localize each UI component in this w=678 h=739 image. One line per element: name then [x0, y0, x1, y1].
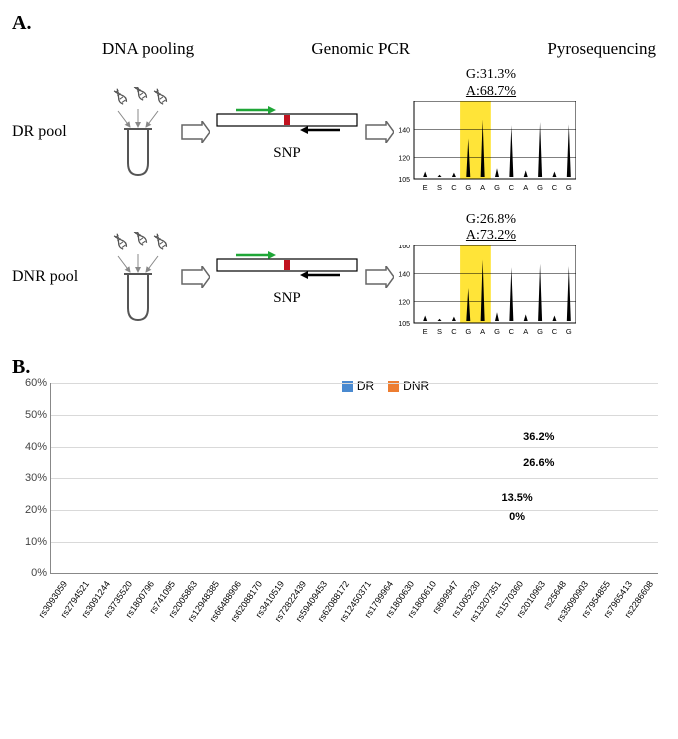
plot-area: 0%13.5%26.6%36.2% 0%10%20%30%40%50%60% [50, 383, 658, 574]
svg-text:A: A [523, 183, 528, 192]
svg-text:C: C [509, 183, 515, 192]
svg-text:A: A [480, 327, 485, 336]
svg-text:S: S [437, 327, 442, 336]
svg-text:105: 105 [398, 177, 410, 184]
chart-annotation: 26.6% [523, 457, 554, 469]
pcr-diagram: SNP [212, 247, 362, 307]
svg-text:105: 105 [398, 321, 410, 328]
panel-a-headers: DNA pooling Genomic PCR Pyrosequencing [102, 39, 656, 59]
header-pcr: Genomic PCR [311, 39, 410, 59]
svg-text:G: G [537, 327, 543, 336]
grid-line [51, 415, 658, 416]
svg-text:140: 140 [398, 272, 410, 279]
y-tick-label: 0% [31, 567, 51, 579]
svg-text:S: S [437, 183, 442, 192]
svg-text:C: C [509, 327, 515, 336]
svg-text:C: C [451, 183, 457, 192]
svg-text:E: E [423, 183, 428, 192]
svg-text:G: G [465, 327, 471, 336]
pool-label: DR pool [12, 123, 98, 141]
y-tick-label: 30% [25, 472, 51, 484]
chart-annotation: 36.2% [523, 431, 554, 443]
chart-annotation: 13.5% [501, 492, 532, 504]
pcr-diagram: SNP [212, 102, 362, 162]
svg-text:G: G [566, 183, 572, 192]
y-tick-label: 40% [25, 441, 51, 453]
svg-text:120: 120 [398, 155, 410, 162]
grid-line [51, 478, 658, 479]
grid-line [51, 542, 658, 543]
arrow-icon [362, 266, 396, 288]
y-tick-label: 20% [25, 504, 51, 516]
svg-text:G: G [465, 183, 471, 192]
x-tick-label: rs2286608 [636, 573, 658, 643]
pyro-a-text: A:68.7% [396, 84, 586, 101]
svg-text:C: C [451, 327, 457, 336]
grid-line [51, 383, 658, 384]
bar-chart: DRDNR 0%13.5%26.6%36.2% 0%10%20%30%40%50… [50, 383, 658, 643]
panel-b-label: B. [12, 356, 666, 379]
chart-annotation: 0% [509, 511, 525, 523]
pyrogram: G:31.3% A:68.7% 105120140ESCGAGCAGCG [396, 67, 586, 198]
arrow-icon [178, 266, 212, 288]
dna-tube-icon [98, 232, 178, 322]
svg-text:A: A [480, 183, 485, 192]
svg-text:G: G [566, 327, 572, 336]
svg-text:C: C [552, 327, 558, 336]
svg-text:120: 120 [398, 300, 410, 307]
svg-text:140: 140 [398, 127, 410, 134]
svg-text:G: G [494, 183, 500, 192]
pyrogram: G:26.8% A:73.2% 105120140160ESCGAGCAGCG [396, 212, 586, 343]
svg-text:G: G [537, 183, 543, 192]
arrow-icon [362, 121, 396, 143]
grid-line [51, 510, 658, 511]
y-tick-label: 10% [25, 536, 51, 548]
panel-a-label: A. [12, 12, 666, 35]
svg-text:G: G [494, 327, 500, 336]
svg-text:E: E [423, 327, 428, 336]
svg-text:A: A [523, 327, 528, 336]
dna-tube-icon [98, 87, 178, 177]
grid-line [51, 447, 658, 448]
svg-text:160: 160 [398, 245, 410, 250]
snp-label: SNP [212, 145, 362, 162]
header-pyro: Pyrosequencing [547, 39, 656, 59]
header-pooling: DNA pooling [102, 39, 194, 59]
pyro-a-text: A:73.2% [396, 228, 586, 245]
pyro-g-text: G:31.3% [396, 67, 586, 84]
y-tick-label: 50% [25, 409, 51, 421]
pyro-g-text: G:26.8% [396, 212, 586, 229]
svg-text:C: C [552, 183, 558, 192]
arrow-icon [178, 121, 212, 143]
y-tick-label: 60% [25, 377, 51, 389]
pool-label: DNR pool [12, 268, 98, 286]
panel-a-row: DNR pool [12, 212, 666, 343]
panel-a-row: DR pool [12, 67, 666, 198]
snp-label: SNP [212, 290, 362, 307]
